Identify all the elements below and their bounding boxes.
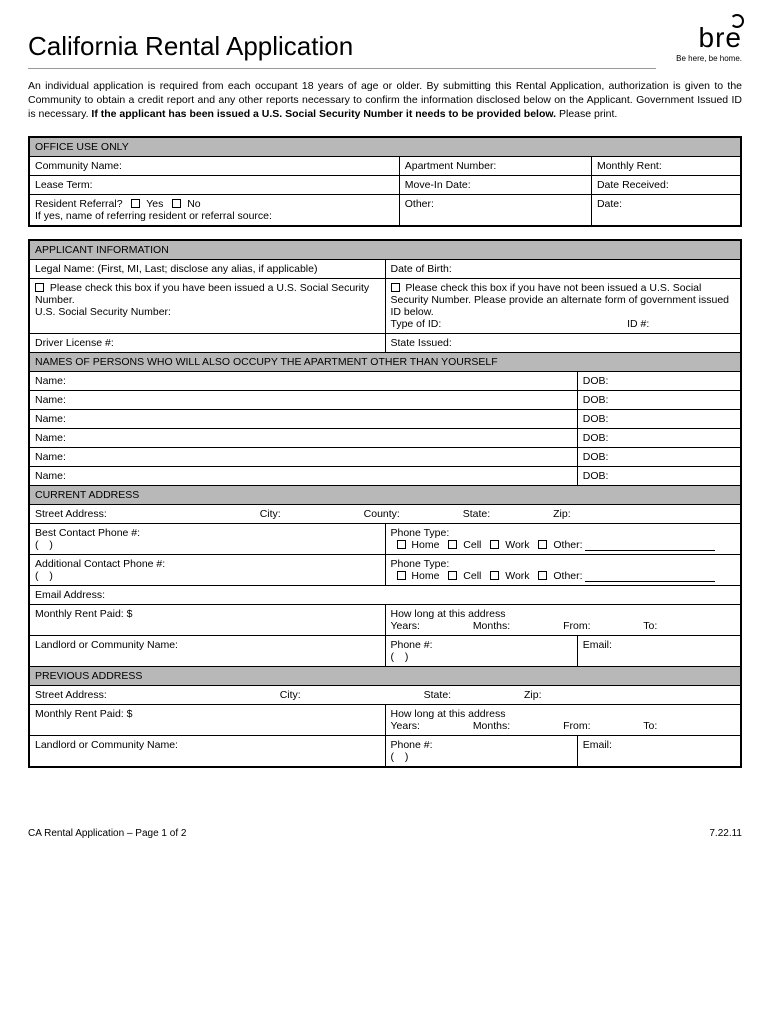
logo-block: bre Be here, be home.	[676, 24, 742, 69]
occupant-dob-6[interactable]: DOB:	[577, 466, 741, 485]
legal-name-cell[interactable]: Legal Name: (First, MI, Last; disclose a…	[29, 259, 385, 278]
occupant-dob-5[interactable]: DOB:	[577, 447, 741, 466]
occupant-dob-1[interactable]: DOB:	[577, 371, 741, 390]
occupant-name-1[interactable]: Name:	[29, 371, 577, 390]
applicant-header: APPLICANT INFORMATION	[29, 240, 741, 260]
logo-tagline: Be here, be home.	[676, 54, 742, 63]
checkbox-ssn-yes[interactable]	[35, 283, 44, 292]
checkbox-yes[interactable]	[131, 199, 140, 208]
other-cell[interactable]: Other:	[399, 194, 591, 226]
applicant-table: APPLICANT INFORMATION Legal Name: (First…	[28, 239, 742, 768]
lease-term-cell[interactable]: Lease Term:	[29, 175, 399, 194]
checkbox-cell-1[interactable]	[448, 540, 457, 549]
dob-cell[interactable]: Date of Birth:	[385, 259, 741, 278]
community-name-cell[interactable]: Community Name:	[29, 156, 399, 175]
prev-landlord-phone-cell[interactable]: Phone #:( )	[385, 735, 577, 767]
checkbox-no[interactable]	[172, 199, 181, 208]
occupant-name-3[interactable]: Name:	[29, 409, 577, 428]
footer-left: CA Rental Application – Page 1 of 2	[28, 828, 186, 839]
best-phone-cell[interactable]: Best Contact Phone #: ( )	[29, 523, 385, 554]
office-header: OFFICE USE ONLY	[29, 137, 741, 157]
monthly-rent-cell[interactable]: Monthly Rent:	[591, 156, 741, 175]
prev-landlord-cell[interactable]: Landlord or Community Name:	[29, 735, 385, 767]
email-cell[interactable]: Email Address:	[29, 585, 741, 604]
checkbox-home-2[interactable]	[397, 571, 406, 580]
checkbox-home-1[interactable]	[397, 540, 406, 549]
page-title: California Rental Application	[28, 31, 656, 69]
prev-howlong-cell[interactable]: How long at this address Years: Months: …	[385, 704, 741, 735]
apartment-number-cell[interactable]: Apartment Number:	[399, 156, 591, 175]
checkbox-other-2[interactable]	[538, 571, 547, 580]
current-address-header: CURRENT ADDRESS	[29, 485, 741, 504]
occupant-name-4[interactable]: Name:	[29, 428, 577, 447]
prev-rent-cell[interactable]: Monthly Rent Paid: $	[29, 704, 385, 735]
checkbox-work-2[interactable]	[490, 571, 499, 580]
current-howlong-cell[interactable]: How long at this address Years: Months: …	[385, 604, 741, 635]
occupant-name-2[interactable]: Name:	[29, 390, 577, 409]
prev-landlord-email-cell[interactable]: Email:	[577, 735, 741, 767]
movein-date-cell[interactable]: Move-In Date:	[399, 175, 591, 194]
occupant-dob-3[interactable]: DOB:	[577, 409, 741, 428]
add-phone-cell[interactable]: Additional Contact Phone #: ( )	[29, 554, 385, 585]
logo-text: bre	[699, 24, 742, 52]
logo-swirl-icon	[730, 14, 744, 28]
best-phone-type-cell[interactable]: Phone Type: Home Cell Work Other:	[385, 523, 741, 554]
previous-address-header: PREVIOUS ADDRESS	[29, 666, 741, 685]
occupants-header: NAMES OF PERSONS WHO WILL ALSO OCCUPY TH…	[29, 352, 741, 371]
add-phone-type-cell[interactable]: Phone Type: Home Cell Work Other:	[385, 554, 741, 585]
prev-street-row[interactable]: Street Address: City: State: Zip:	[29, 685, 741, 704]
office-use-table: OFFICE USE ONLY Community Name: Apartmen…	[28, 136, 742, 227]
referral-cell[interactable]: Resident Referral? Yes No If yes, name o…	[29, 194, 399, 226]
intro-paragraph: An individual application is required fr…	[28, 79, 742, 122]
checkbox-ssn-no[interactable]	[391, 283, 400, 292]
checkbox-cell-2[interactable]	[448, 571, 457, 580]
date-received-cell[interactable]: Date Received:	[591, 175, 741, 194]
date-cell[interactable]: Date:	[591, 194, 741, 226]
occupant-dob-2[interactable]: DOB:	[577, 390, 741, 409]
checkbox-other-1[interactable]	[538, 540, 547, 549]
occupant-dob-4[interactable]: DOB:	[577, 428, 741, 447]
current-street-row[interactable]: Street Address: City: County: State: Zip…	[29, 504, 741, 523]
checkbox-work-1[interactable]	[490, 540, 499, 549]
page-footer: CA Rental Application – Page 1 of 2 7.22…	[28, 828, 742, 839]
ssn-yes-cell[interactable]: Please check this box if you have been i…	[29, 278, 385, 333]
occupant-name-5[interactable]: Name:	[29, 447, 577, 466]
footer-right: 7.22.11	[709, 828, 742, 839]
state-issued-cell[interactable]: State Issued:	[385, 333, 741, 352]
current-landlord-phone-cell[interactable]: Phone #:( )	[385, 635, 577, 666]
driver-license-cell[interactable]: Driver License #:	[29, 333, 385, 352]
occupant-name-6[interactable]: Name:	[29, 466, 577, 485]
ssn-no-cell[interactable]: Please check this box if you have not be…	[385, 278, 741, 333]
current-rent-cell[interactable]: Monthly Rent Paid: $	[29, 604, 385, 635]
current-landlord-email-cell[interactable]: Email:	[577, 635, 741, 666]
current-landlord-cell[interactable]: Landlord or Community Name:	[29, 635, 385, 666]
page-header: California Rental Application bre Be her…	[28, 24, 742, 69]
